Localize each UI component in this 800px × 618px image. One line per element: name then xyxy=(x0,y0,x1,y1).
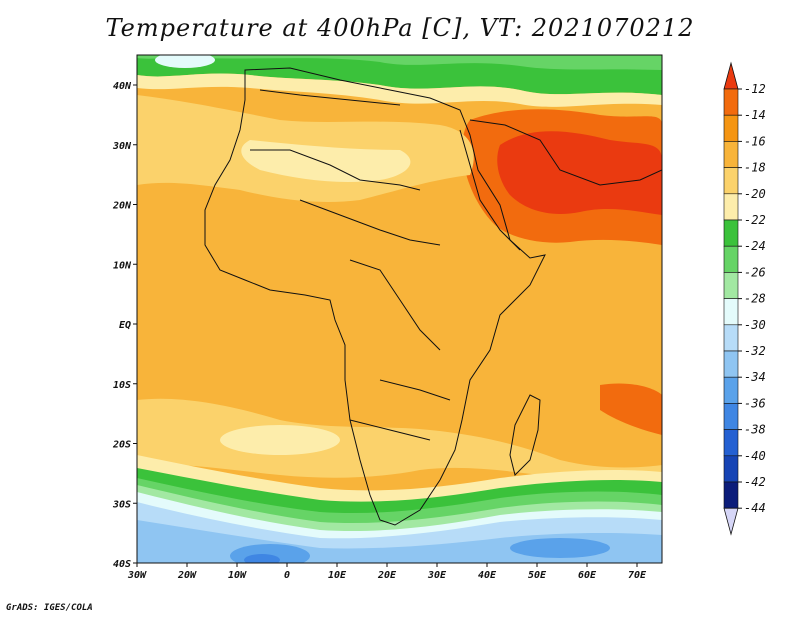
colorbar-label: -28 xyxy=(744,292,766,306)
lon-label: 20E xyxy=(377,570,397,581)
colorbar-label: -40 xyxy=(744,449,766,463)
colorbar-label: -36 xyxy=(744,396,766,410)
lon-label: 10W xyxy=(228,570,247,581)
colorbar-top-arrow xyxy=(723,61,739,90)
colorbar-label: -34 xyxy=(744,370,766,384)
colorbar-label: -38 xyxy=(744,423,766,437)
colorbar-segment xyxy=(723,114,739,142)
colorbar-segment xyxy=(723,324,739,352)
colorbar: -12 -14 -16 -18 -20 -22 -24 -26 -28 -30 -32 -34 -36 -… xyxy=(723,61,766,536)
colorbar-segment xyxy=(723,193,739,221)
colorbar-label: -26 xyxy=(744,265,766,279)
colorbar-segment xyxy=(723,455,739,483)
lat-label: 40S xyxy=(113,559,131,570)
colorbar-label: -18 xyxy=(744,161,766,175)
colorbar-label: -30 xyxy=(744,318,766,332)
lon-label: 0 xyxy=(284,570,290,581)
credit-label: GrADS: IGES/COLA xyxy=(6,603,93,613)
longitude-axis: 30W 20W 10W 0 10E 20E 30E 40E 50E 60E 70E xyxy=(127,563,647,581)
colorbar-segment xyxy=(723,219,739,247)
lat-label: 40N xyxy=(113,81,132,92)
colorbar-label: -44 xyxy=(744,501,766,515)
lon-label: 40E xyxy=(478,570,497,581)
colorbar-label: -16 xyxy=(744,134,766,148)
lat-label: EQ xyxy=(119,320,131,331)
colorbar-label: -32 xyxy=(744,344,766,358)
map-frame xyxy=(136,54,663,564)
colorbar-segment xyxy=(723,272,739,299)
lat-label: 30S xyxy=(112,499,131,510)
colorbar-segment xyxy=(723,429,739,457)
map-figure: 30W 20W 10W 0 10E 20E 30E 40E 50E 60E 70E 40N 30N 20… xyxy=(112,54,766,581)
colorbar-segment xyxy=(723,481,739,509)
lat-label: 10S xyxy=(113,380,131,391)
coastlines xyxy=(204,67,662,526)
lat-label: 10N xyxy=(113,260,132,271)
lon-label: 10E xyxy=(328,570,347,581)
lat-label: 20S xyxy=(112,440,131,451)
lon-label: 20W xyxy=(177,570,197,581)
lat-label: 20N xyxy=(112,201,132,212)
colorbar-segment xyxy=(723,298,739,326)
colorbar-label: -20 xyxy=(744,187,766,201)
colorbar-label: -42 xyxy=(744,475,766,489)
latitude-axis: 40N 30N 20N 10N EQ 10S 20S 30S 40S xyxy=(112,81,137,570)
colorbar-segment xyxy=(723,88,739,116)
colorbar-label: -12 xyxy=(744,82,766,96)
colorbar-label: -14 xyxy=(744,108,766,122)
colorbar-segment xyxy=(723,245,739,273)
colorbar-bottom-arrow xyxy=(723,507,739,536)
colorbar-segment xyxy=(723,376,739,404)
colorbar-segment xyxy=(723,350,739,378)
colorbar-segment xyxy=(723,167,739,195)
temperature-map xyxy=(137,55,662,563)
colorbar-label: -22 xyxy=(744,213,766,227)
colorbar-label: -24 xyxy=(744,239,766,253)
lon-label: 50E xyxy=(528,570,547,581)
lon-label: 30W xyxy=(127,570,147,581)
lon-label: 30E xyxy=(427,570,447,581)
lon-label: 60E xyxy=(578,570,597,581)
lat-label: 30N xyxy=(112,141,132,152)
colorbar-segment xyxy=(723,403,739,430)
colorbar-segment xyxy=(723,141,739,168)
map-title: Temperature at 400hPa [C], VT: 202107021… xyxy=(105,14,695,42)
lon-label: 70E xyxy=(628,570,647,581)
